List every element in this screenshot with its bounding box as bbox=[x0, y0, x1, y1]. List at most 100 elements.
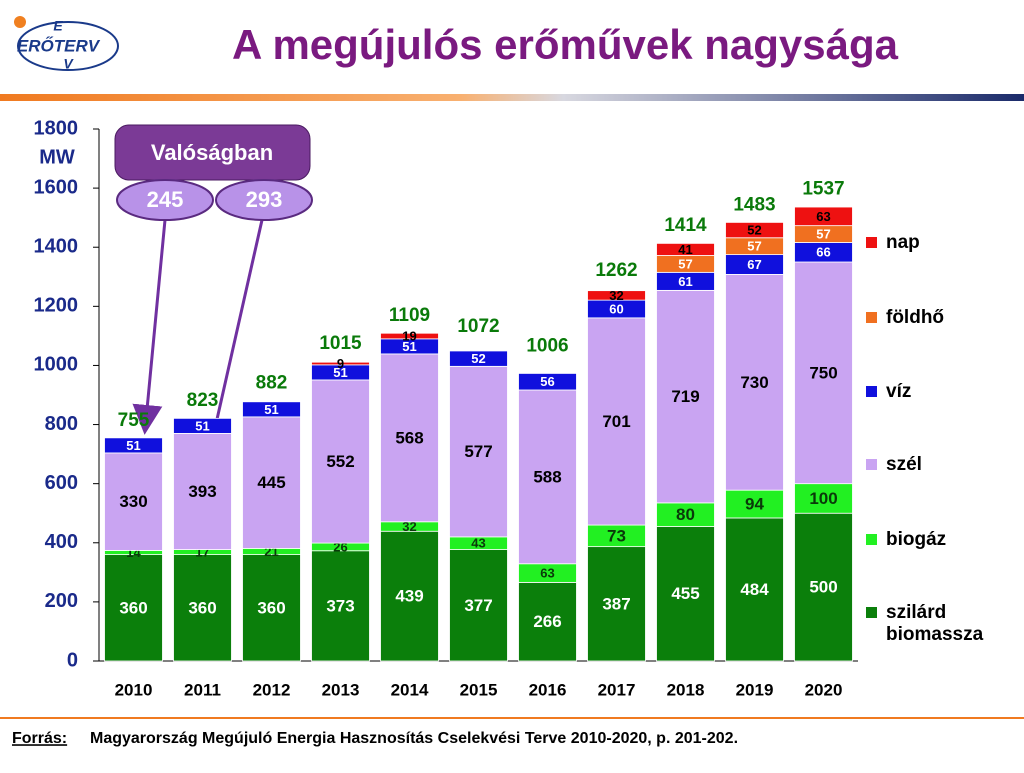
value-label: 66 bbox=[816, 245, 830, 260]
legend-swatch bbox=[866, 237, 877, 248]
logo-ring bbox=[17, 21, 119, 71]
value-label: 57 bbox=[747, 239, 761, 254]
bar-segment bbox=[311, 550, 370, 662]
title: A megújulós erőművek nagysága bbox=[232, 21, 899, 68]
y-tick-label: 600 bbox=[45, 472, 78, 494]
value-label: 588 bbox=[533, 467, 561, 486]
bar-segment bbox=[725, 221, 784, 239]
value-label: 51 bbox=[195, 418, 209, 433]
value-label: 94 bbox=[745, 495, 764, 514]
x-tick-label: 2019 bbox=[736, 680, 774, 699]
legend-label: szél bbox=[886, 454, 922, 475]
bar-segment bbox=[173, 554, 232, 662]
bar-segment bbox=[656, 242, 715, 256]
legend-item: szél bbox=[866, 454, 996, 476]
bar-segment bbox=[242, 554, 301, 662]
y-tick-label: 1000 bbox=[34, 354, 79, 376]
annotation-value: 293 bbox=[246, 187, 283, 212]
legend-item: víz bbox=[866, 381, 996, 403]
value-label: 484 bbox=[740, 580, 769, 599]
bar-segment bbox=[311, 361, 370, 366]
total-label: 755 bbox=[118, 410, 150, 431]
value-label: 56 bbox=[540, 374, 554, 389]
header-rule bbox=[0, 94, 1024, 101]
logo-top: E bbox=[53, 18, 63, 34]
value-label: 330 bbox=[119, 492, 147, 511]
bar-segment bbox=[311, 379, 370, 544]
x-tick-label: 2017 bbox=[598, 680, 636, 699]
legend-item: nap bbox=[866, 232, 996, 254]
y-tick-label: 200 bbox=[45, 590, 78, 612]
value-label: 80 bbox=[676, 505, 695, 524]
x-tick-label: 2020 bbox=[805, 680, 843, 699]
bar-segment bbox=[656, 526, 715, 662]
value-label: 393 bbox=[188, 482, 216, 501]
annotation-box bbox=[114, 124, 311, 181]
value-label: 445 bbox=[257, 473, 285, 492]
value-label: 67 bbox=[747, 257, 761, 272]
value-label: 43 bbox=[471, 536, 485, 551]
value-label: 377 bbox=[464, 596, 492, 615]
x-tick-label: 2018 bbox=[667, 680, 705, 699]
value-label: 100 bbox=[809, 489, 837, 508]
value-label: 439 bbox=[395, 587, 423, 606]
x-tick-label: 2015 bbox=[460, 680, 498, 699]
total-label: 1414 bbox=[664, 215, 707, 236]
bar-segment bbox=[104, 554, 163, 662]
value-label: 51 bbox=[264, 402, 278, 417]
value-label: 57 bbox=[816, 227, 830, 242]
legend-item: biogáz bbox=[866, 529, 996, 551]
bar-segment bbox=[587, 546, 646, 662]
bar-segment bbox=[725, 274, 784, 491]
value-label: 373 bbox=[326, 596, 354, 615]
bar-segment bbox=[104, 437, 163, 454]
value-label: 500 bbox=[809, 578, 837, 597]
value-label: 57 bbox=[678, 256, 692, 271]
y-tick-label: 1600 bbox=[34, 176, 79, 198]
value-label: 63 bbox=[816, 209, 830, 224]
annotation-label: Valóságban bbox=[151, 140, 273, 165]
x-tick-label: 2011 bbox=[184, 680, 221, 699]
bar-segment bbox=[518, 389, 577, 565]
bar-segment bbox=[449, 350, 508, 367]
value-label: 51 bbox=[333, 365, 347, 380]
legend-item: szilárd biomassza bbox=[866, 602, 996, 646]
y-tick-label: 1200 bbox=[34, 295, 79, 317]
y-tick-label: 800 bbox=[45, 413, 78, 435]
bar-segment bbox=[242, 401, 301, 418]
bar-segment bbox=[449, 365, 508, 538]
legend-item: földhő bbox=[866, 307, 996, 329]
y-tick-label: 400 bbox=[45, 531, 78, 553]
logo-dot bbox=[14, 16, 26, 28]
annotation-value: 245 bbox=[147, 187, 184, 212]
legend-swatch bbox=[866, 459, 877, 470]
bar-segment bbox=[380, 353, 439, 523]
value-label: 387 bbox=[602, 594, 630, 613]
legend-label: biogáz bbox=[886, 529, 947, 550]
value-label: 360 bbox=[257, 598, 285, 617]
y-tick-label: 0 bbox=[67, 649, 78, 671]
value-label: 360 bbox=[188, 598, 216, 617]
bar-segment bbox=[794, 261, 853, 485]
value-label: 266 bbox=[533, 612, 561, 631]
bar-segment bbox=[794, 483, 853, 514]
annotation-bubble bbox=[116, 179, 214, 221]
value-label: 360 bbox=[119, 598, 147, 617]
total-label: 1006 bbox=[526, 336, 568, 357]
annotation-arrow bbox=[132, 219, 167, 435]
source: Magyarország Megújuló Energia Hasznosítá… bbox=[90, 730, 738, 747]
legend-label: szilárd biomassza bbox=[886, 602, 984, 645]
value-label: 52 bbox=[747, 223, 761, 238]
value-label: 52 bbox=[471, 351, 485, 366]
x-tick-label: 2016 bbox=[529, 680, 567, 699]
bar-segment bbox=[449, 549, 508, 662]
value-label: 51 bbox=[126, 438, 140, 453]
source-label: Forrás: bbox=[12, 730, 67, 747]
legend-swatch bbox=[866, 607, 877, 618]
bar-segment bbox=[794, 206, 853, 227]
total-label: 1109 bbox=[389, 305, 430, 326]
x-tick-label: 2013 bbox=[322, 680, 360, 699]
bar-segment bbox=[380, 530, 439, 662]
